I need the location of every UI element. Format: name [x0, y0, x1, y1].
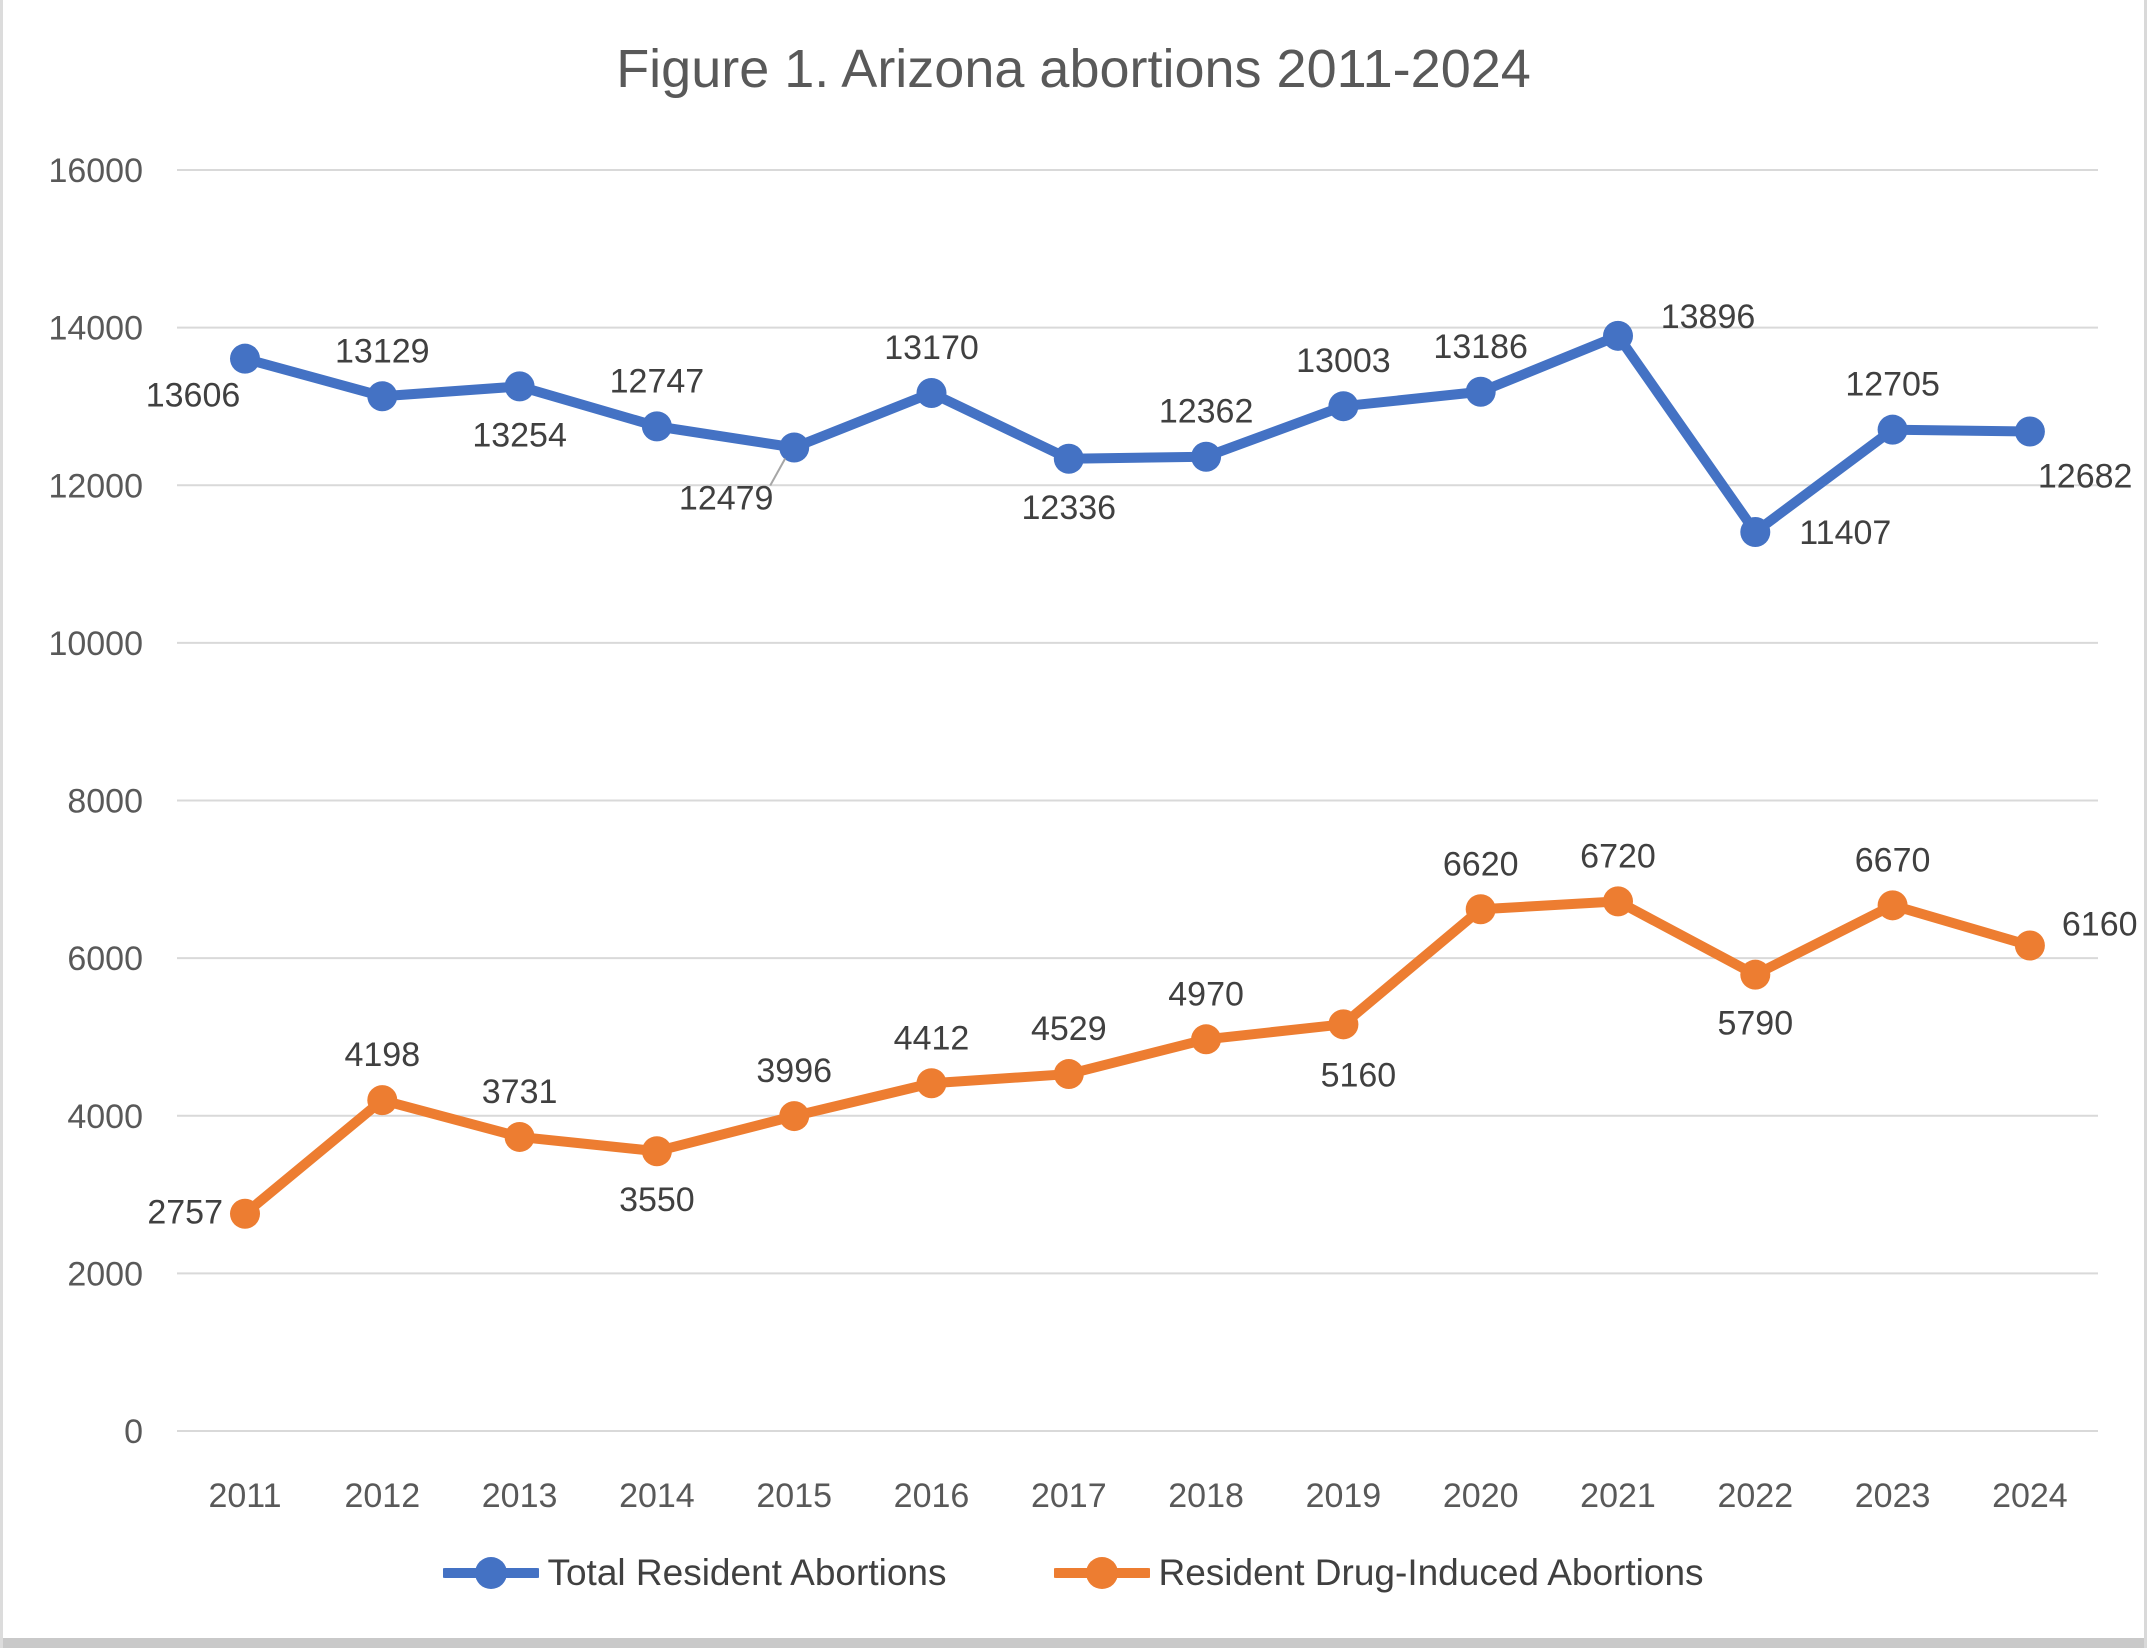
- data-point-resident-drug-induced-abortions-2018[interactable]: [1191, 1024, 1222, 1055]
- data-label-total-resident-abortions-2014: 12747: [610, 362, 705, 400]
- x-tick-label-2014: 2014: [619, 1477, 695, 1515]
- y-tick-label-6000: 6000: [67, 940, 143, 978]
- data-label-total-resident-abortions-2017: 12336: [1022, 489, 1117, 527]
- x-tick-label-2021: 2021: [1580, 1477, 1656, 1515]
- legend: Total Resident Abortions Resident Drug-I…: [3, 1552, 2144, 1594]
- data-point-resident-drug-induced-abortions-2020[interactable]: [1465, 894, 1496, 925]
- legend-item-total-resident-abortions[interactable]: Total Resident Abortions: [440, 1552, 947, 1594]
- data-label-resident-drug-induced-abortions-2019: 5160: [1321, 1056, 1397, 1094]
- legend-item-resident-drug-induced-abortions[interactable]: Resident Drug-Induced Abortions: [1051, 1552, 1704, 1594]
- x-tick-label-2012: 2012: [344, 1477, 420, 1515]
- data-label-total-resident-abortions-2021: 13896: [1661, 298, 1756, 336]
- x-tick-label-2020: 2020: [1443, 1477, 1519, 1515]
- data-label-total-resident-abortions-2015: 12479: [679, 479, 774, 517]
- data-label-total-resident-abortions-2016: 13170: [884, 329, 979, 367]
- data-label-total-resident-abortions-2024: 12682: [2038, 457, 2133, 495]
- x-tick-label-2016: 2016: [894, 1477, 970, 1515]
- data-label-resident-drug-induced-abortions-2024: 6160: [2062, 906, 2138, 944]
- data-label-resident-drug-induced-abortions-2023: 6670: [1855, 841, 1931, 879]
- data-label-resident-drug-induced-abortions-2014: 3550: [619, 1181, 695, 1219]
- data-label-total-resident-abortions-2019: 13003: [1296, 342, 1391, 380]
- x-tick-label-2019: 2019: [1306, 1477, 1382, 1515]
- data-label-resident-drug-induced-abortions-2017: 4529: [1031, 1010, 1107, 1048]
- chart-title: Figure 1. Arizona abortions 2011-2024: [616, 39, 1531, 99]
- data-label-resident-drug-induced-abortions-2015: 3996: [756, 1052, 832, 1090]
- data-point-resident-drug-induced-abortions-2019[interactable]: [1328, 1009, 1359, 1040]
- data-point-total-resident-abortions-2022[interactable]: [1740, 516, 1771, 547]
- legend-label-total-resident-abortions: Total Resident Abortions: [547, 1552, 947, 1593]
- legend-label-resident-drug-induced-abortions: Resident Drug-Induced Abortions: [1158, 1552, 1704, 1593]
- y-tick-label-16000: 16000: [48, 152, 143, 190]
- data-label-total-resident-abortions-2020: 13186: [1433, 328, 1528, 366]
- data-point-resident-drug-induced-abortions-2015[interactable]: [779, 1101, 810, 1132]
- data-point-total-resident-abortions-2017[interactable]: [1053, 443, 1084, 474]
- y-tick-label-2000: 2000: [67, 1255, 143, 1293]
- x-tick-label-2023: 2023: [1855, 1477, 1931, 1515]
- y-tick-label-0: 0: [124, 1413, 143, 1451]
- data-label-resident-drug-induced-abortions-2011: 2757: [147, 1194, 223, 1232]
- data-point-resident-drug-induced-abortions-2023[interactable]: [1877, 890, 1908, 921]
- data-point-resident-drug-induced-abortions-2011[interactable]: [230, 1198, 260, 1229]
- data-label-total-resident-abortions-2023: 12705: [1845, 366, 1940, 404]
- y-tick-label-8000: 8000: [67, 783, 143, 821]
- data-point-total-resident-abortions-2019[interactable]: [1328, 391, 1359, 422]
- x-tick-label-2015: 2015: [756, 1477, 832, 1515]
- data-point-total-resident-abortions-2024[interactable]: [2014, 416, 2045, 447]
- data-label-resident-drug-induced-abortions-2018: 4970: [1168, 975, 1244, 1013]
- data-point-total-resident-abortions-2020[interactable]: [1465, 376, 1496, 407]
- x-tick-label-2013: 2013: [482, 1477, 558, 1515]
- plot-area: 0 2000 4000 6000 8000 10000 12000 14000 16000 201…: [48, 152, 2137, 1515]
- data-label-total-resident-abortions-2018: 12362: [1159, 393, 1254, 431]
- data-label-resident-drug-induced-abortions-2022: 5790: [1717, 1005, 1793, 1043]
- series-resident-drug-induced-abortions: 2757 4198 3731 3550 3996 4412 4529 4970 5160 6620…: [147, 837, 2137, 1231]
- window-edge-strip: [3, 1638, 2144, 1648]
- data-point-total-resident-abortions-2015[interactable]: [779, 432, 810, 463]
- data-label-total-resident-abortions-2012: 13129: [335, 332, 430, 370]
- data-point-total-resident-abortions-2023[interactable]: [1877, 414, 1908, 445]
- y-tick-label-12000: 12000: [48, 467, 143, 505]
- series-line-resident-drug-induced-abortions[interactable]: [240, 896, 2035, 1219]
- data-label-resident-drug-induced-abortions-2021: 6720: [1580, 837, 1656, 875]
- data-point-resident-drug-induced-abortions-2022[interactable]: [1740, 959, 1771, 990]
- data-label-leader-total-resident-abortions-2015: [769, 458, 787, 486]
- data-point-resident-drug-induced-abortions-2016[interactable]: [916, 1068, 947, 1099]
- data-point-total-resident-abortions-2021[interactable]: [1603, 320, 1633, 351]
- legend-marker-total-resident-abortions: [440, 1553, 543, 1593]
- data-label-total-resident-abortions-2013: 13254: [472, 416, 567, 454]
- y-tick-label-10000: 10000: [48, 625, 143, 663]
- data-point-total-resident-abortions-2013[interactable]: [504, 371, 535, 402]
- x-tick-label-2017: 2017: [1031, 1477, 1107, 1515]
- legend-marker-resident-drug-induced-abortions: [1051, 1553, 1154, 1593]
- series-total-resident-abortions: 13606 13129 13254 12747 12479 13170 12336 12362…: [146, 298, 2133, 552]
- data-point-resident-drug-induced-abortions-2014[interactable]: [641, 1136, 672, 1167]
- data-point-resident-drug-induced-abortions-2017[interactable]: [1053, 1059, 1084, 1090]
- data-label-resident-drug-induced-abortions-2013: 3731: [482, 1073, 558, 1111]
- x-tick-label-2024: 2024: [1992, 1477, 2068, 1515]
- x-tick-label-2011: 2011: [208, 1477, 281, 1515]
- data-label-resident-drug-induced-abortions-2012: 4198: [344, 1036, 420, 1074]
- data-label-resident-drug-induced-abortions-2020: 6620: [1443, 845, 1519, 883]
- data-point-total-resident-abortions-2014[interactable]: [641, 411, 672, 442]
- data-label-resident-drug-induced-abortions-2016: 4412: [894, 1019, 970, 1057]
- x-axis-tick-labels: 2011 2012 2013 2014 2015 2016 2017 2018 2019 2020…: [208, 1477, 2067, 1515]
- data-point-resident-drug-induced-abortions-2024[interactable]: [2014, 930, 2045, 961]
- x-tick-label-2022: 2022: [1717, 1477, 1793, 1515]
- data-label-total-resident-abortions-2022: 11407: [1799, 514, 1891, 552]
- data-point-resident-drug-induced-abortions-2012[interactable]: [367, 1085, 398, 1116]
- gridlines: [177, 169, 2098, 1432]
- x-tick-label-2018: 2018: [1168, 1477, 1244, 1515]
- data-point-total-resident-abortions-2018[interactable]: [1191, 441, 1222, 472]
- series-line-total-resident-abortions[interactable]: [240, 330, 2035, 537]
- y-tick-label-4000: 4000: [67, 1098, 143, 1136]
- data-point-total-resident-abortions-2011[interactable]: [230, 343, 260, 374]
- data-point-resident-drug-induced-abortions-2021[interactable]: [1603, 886, 1633, 917]
- data-point-resident-drug-induced-abortions-2013[interactable]: [504, 1121, 535, 1152]
- y-tick-label-14000: 14000: [48, 310, 143, 348]
- data-point-total-resident-abortions-2016[interactable]: [916, 378, 947, 409]
- data-label-total-resident-abortions-2011: 13606: [146, 377, 241, 415]
- data-point-total-resident-abortions-2012[interactable]: [367, 381, 398, 412]
- y-axis-tick-labels: 0 2000 4000 6000 8000 10000 12000 14000 16000: [48, 152, 143, 1451]
